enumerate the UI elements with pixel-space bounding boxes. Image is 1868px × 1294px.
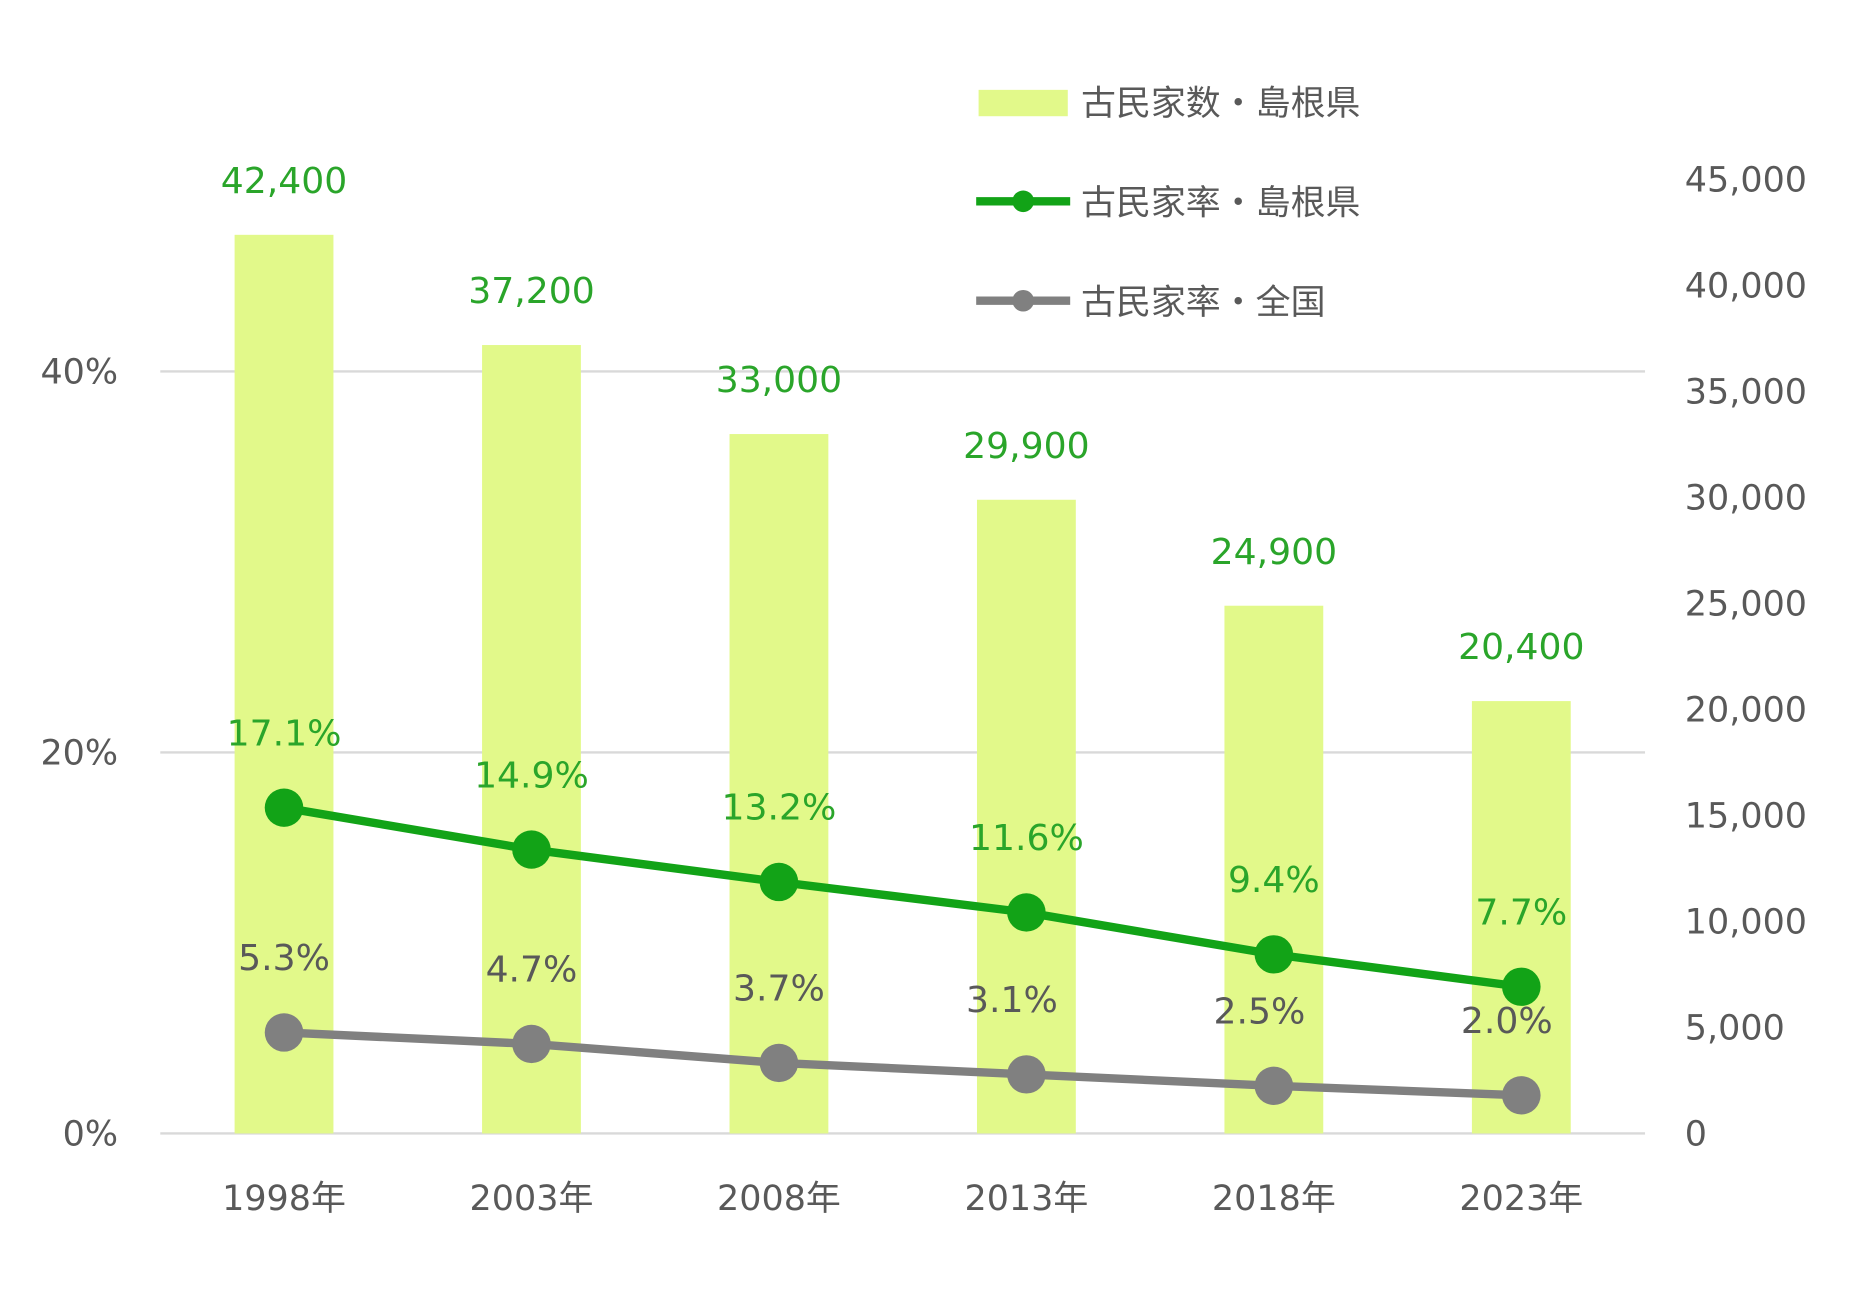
bar-data-label: 33,000	[716, 360, 842, 401]
right-axis-tick-label: 10,000	[1685, 903, 1807, 943]
line-point	[264, 788, 304, 827]
legend-swatch-marker	[1012, 190, 1035, 213]
line-point	[759, 1043, 799, 1083]
legend-label: 古民家率・全国	[1081, 283, 1326, 323]
x-axis-tick-label: 2008年	[717, 1179, 841, 1219]
line-data-label: 14.9%	[474, 755, 589, 796]
line-point	[512, 1024, 551, 1064]
right-axis-tick-label: 25,000	[1685, 585, 1807, 625]
line-data-label: 4.7%	[486, 950, 578, 991]
line-data-label: 9.4%	[1228, 860, 1320, 901]
line-data-label: 5.3%	[238, 938, 330, 979]
line-point	[1254, 1066, 1294, 1105]
x-axis-tick-label: 2013年	[964, 1179, 1088, 1219]
line-1	[283, 803, 1522, 991]
line-point	[759, 862, 799, 902]
line-point	[1254, 935, 1294, 974]
bar-data-label: 24,900	[1211, 532, 1337, 573]
x-axis-tick-label: 2023年	[1459, 1179, 1583, 1219]
line-data-label: 3.7%	[733, 969, 825, 1010]
line-point	[1007, 893, 1046, 932]
legend-label: 古民家率・島根県	[1081, 184, 1360, 224]
x-axis-tick-label: 2003年	[470, 1179, 594, 1219]
right-axis-tick-label: 15,000	[1685, 797, 1807, 837]
bar	[482, 345, 581, 1134]
right-axis-tick-label: 40,000	[1685, 267, 1807, 307]
gridlines	[160, 370, 1646, 1135]
left-axis-tick-label: 20%	[40, 734, 118, 774]
line-data-label: 2.5%	[1213, 992, 1305, 1033]
bar	[1224, 605, 1324, 1134]
bar-data-label: 29,900	[963, 426, 1089, 467]
right-axis-tick-label: 0	[1685, 1115, 1707, 1155]
x-axis-tick-label: 1998年	[222, 1179, 346, 1219]
line-point	[512, 830, 551, 869]
line-data-label: 2.0%	[1461, 1001, 1553, 1042]
line-point	[1502, 1076, 1541, 1115]
right-axis-tick-label: 20,000	[1685, 691, 1807, 731]
right-axis-tick-label: 45,000	[1685, 161, 1807, 201]
line-data-label: 13.2%	[722, 788, 837, 829]
line-data-label: 11.6%	[969, 818, 1084, 859]
line-point	[1007, 1055, 1046, 1094]
left-axis-tick-label: 40%	[40, 352, 118, 392]
data-labels: 42,400 37,200 33,000 29,900 24,900 20,400 17.1…	[221, 161, 1585, 1042]
line-series	[264, 788, 1541, 1115]
bar	[976, 499, 1076, 1134]
bar-data-label: 37,200	[468, 271, 594, 312]
bar-data-label: 20,400	[1458, 627, 1584, 668]
right-axis-tick-label: 30,000	[1685, 479, 1807, 519]
right-axis-tick-label: 5,000	[1685, 1009, 1785, 1049]
line-2	[283, 1028, 1522, 1100]
line-data-label: 3.1%	[966, 980, 1058, 1021]
line-data-label: 17.1%	[227, 713, 342, 754]
legend-swatch-bar	[978, 89, 1068, 117]
right-axis-tick-label: 35,000	[1685, 373, 1807, 413]
bar-series	[234, 234, 1571, 1134]
line-point	[1502, 967, 1541, 1006]
left-axis-tick-label: 0%	[63, 1115, 118, 1155]
axes: 0% 20% 40% 0 5,000 10,000 15,000 20,000 25,000 30…	[40, 161, 1807, 1219]
legend-label: 古民家数・島根県	[1081, 84, 1360, 124]
bar-data-label: 42,400	[221, 161, 347, 202]
bar	[234, 234, 334, 1134]
line-point	[264, 1013, 304, 1052]
bar	[729, 434, 829, 1134]
x-axis-tick-label: 2018年	[1212, 1179, 1336, 1219]
bar	[1471, 701, 1571, 1134]
line-data-label: 7.7%	[1475, 893, 1567, 934]
legend-swatch-marker	[1012, 289, 1035, 312]
